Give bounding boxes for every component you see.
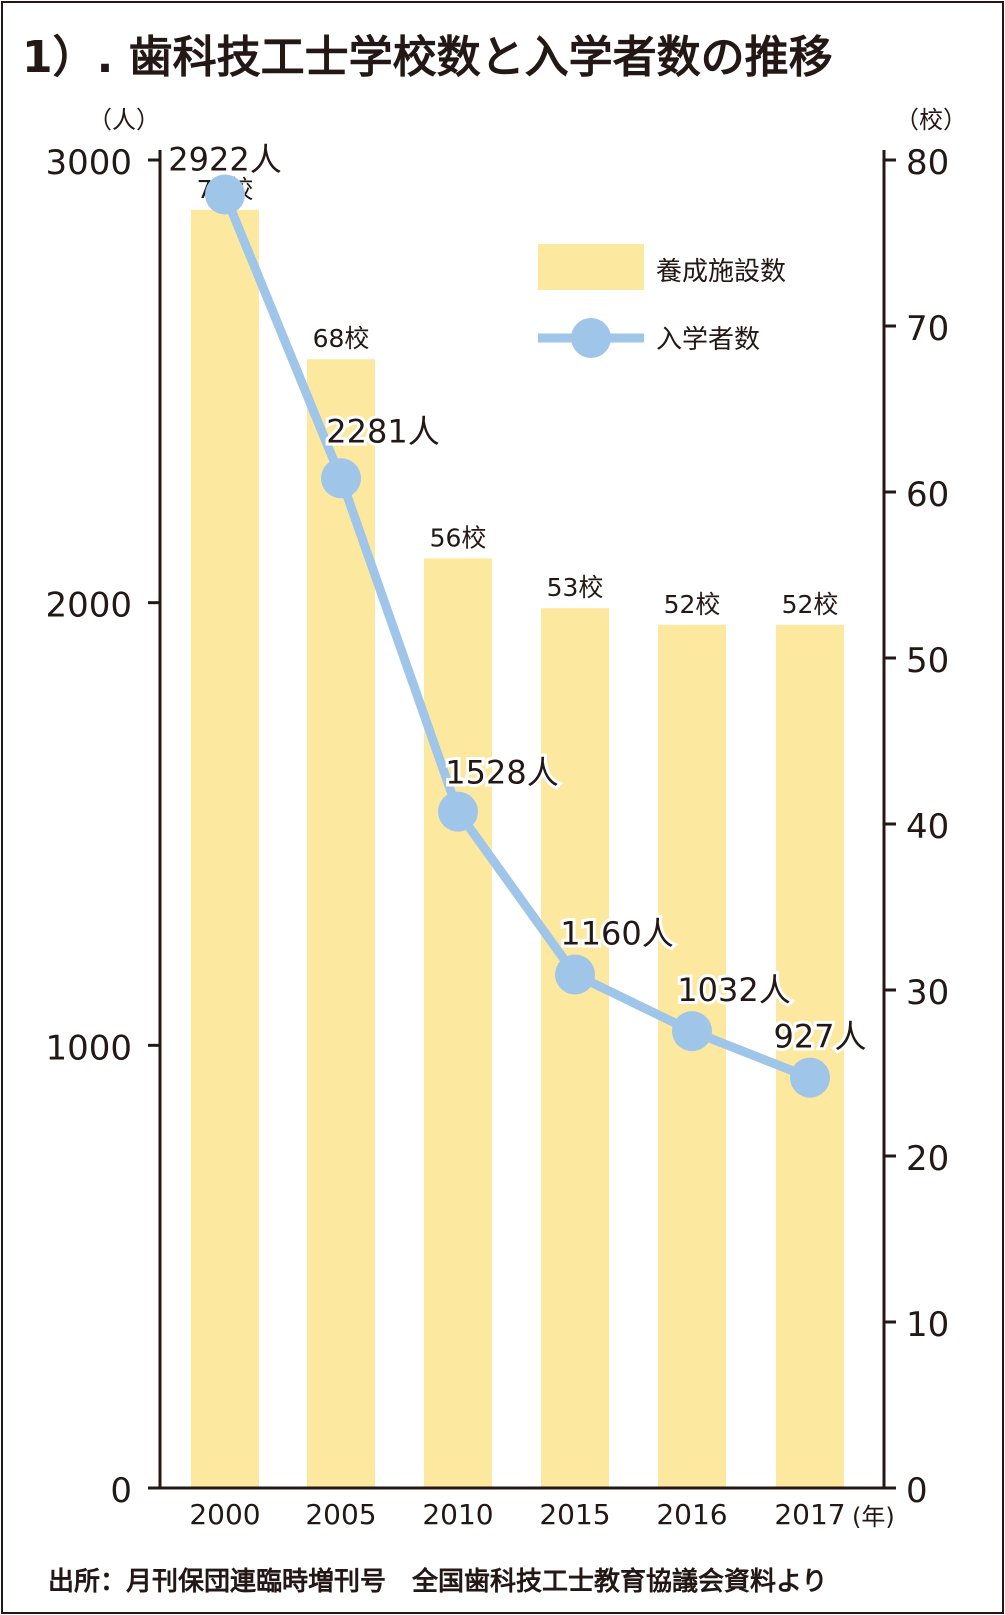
right-axis-unit: （校） — [895, 106, 967, 134]
bar — [191, 209, 259, 1488]
line-point — [555, 954, 595, 995]
x-axis-unit: (年) — [852, 1503, 895, 1531]
left-tick-label: 1000 — [45, 1028, 132, 1068]
legend-label-line: 入学者数 — [656, 325, 760, 355]
line-point-label: 2281人 — [326, 412, 439, 450]
line-point-label: 1160人 — [560, 915, 673, 953]
line-point-label: 927人 — [773, 1018, 866, 1056]
bar-label: 68校 — [313, 324, 370, 353]
x-tick-label: 2017 — [774, 1498, 845, 1531]
bar-label: 52校 — [664, 590, 721, 619]
line-point-label: 1032人 — [677, 971, 790, 1009]
source-note: 出所：月刊保団連臨時増刊号 全国歯科技工士教育協議会資料より — [48, 1566, 827, 1597]
x-tick-label: 2010 — [422, 1498, 493, 1531]
legend-label-bars: 養成施設数 — [656, 257, 786, 287]
left-tick-label: 0 — [110, 1471, 132, 1511]
x-tick-label: 2015 — [539, 1498, 610, 1531]
legend-line-marker — [571, 318, 611, 358]
bar-label: 56校 — [430, 523, 487, 552]
line-point-label: 1528人 — [445, 754, 558, 792]
right-tick-label: 40 — [906, 807, 949, 847]
line-point — [321, 458, 361, 499]
x-tick-label: 2016 — [656, 1498, 727, 1531]
left-axis-unit: （人） — [88, 106, 160, 134]
left-tick-label: 3000 — [45, 143, 132, 183]
x-tick-label: 2000 — [189, 1498, 260, 1531]
legend-bar-swatch — [538, 244, 644, 290]
bar — [424, 558, 492, 1488]
bar-label: 53校 — [547, 573, 604, 602]
right-tick-label: 10 — [906, 1305, 949, 1345]
line-point — [438, 791, 478, 832]
right-tick-label: 80 — [906, 143, 949, 183]
right-tick-label: 60 — [906, 475, 949, 515]
right-tick-label: 0 — [906, 1471, 928, 1511]
right-tick-label: 30 — [906, 973, 949, 1013]
line-series — [220, 192, 812, 1082]
bar — [658, 624, 726, 1488]
line-point — [790, 1057, 830, 1098]
x-tick-label: 2005 — [305, 1498, 376, 1531]
bar-label: 52校 — [782, 590, 839, 619]
right-tick-label: 70 — [906, 309, 949, 349]
right-tick-label: 20 — [906, 1139, 949, 1179]
line-point — [205, 174, 245, 215]
bar — [541, 608, 609, 1488]
line-point — [672, 1011, 712, 1052]
line-point-label: 2922人 — [168, 141, 281, 179]
left-tick-label: 2000 — [45, 586, 132, 626]
bar — [307, 359, 375, 1489]
right-tick-label: 50 — [906, 641, 949, 681]
chart-title: 1）. 歯科技工士学校数と入学者数の推移 — [22, 32, 833, 83]
bar — [776, 624, 844, 1488]
